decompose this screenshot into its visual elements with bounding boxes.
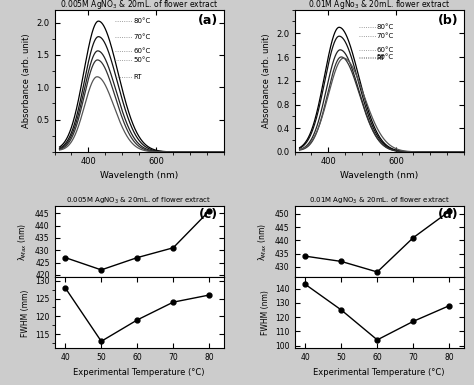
Text: 60°C: 60°C	[377, 47, 394, 53]
Y-axis label: λ$_{Max}$ (nm): λ$_{Max}$ (nm)	[257, 223, 270, 261]
Text: 70°C: 70°C	[133, 34, 151, 40]
Text: 50°C: 50°C	[133, 57, 150, 63]
Text: (b): (b)	[438, 14, 458, 27]
X-axis label: Wavelength (nm): Wavelength (nm)	[340, 171, 418, 181]
Title: 0.005M AgNO$_3$ & 20mL. of flower extract: 0.005M AgNO$_3$ & 20mL. of flower extrac…	[66, 196, 212, 206]
Text: 80°C: 80°C	[377, 24, 394, 30]
X-axis label: Experimental Temperature (°C): Experimental Temperature (°C)	[73, 368, 205, 377]
Text: RT: RT	[377, 55, 385, 61]
Title: 0.01M AgNO$_3$ & 20mL. of flower extract: 0.01M AgNO$_3$ & 20mL. of flower extract	[309, 196, 449, 206]
Y-axis label: Absorbance (arb. unit): Absorbance (arb. unit)	[262, 33, 271, 128]
Y-axis label: λ$_{Max}$ (nm): λ$_{Max}$ (nm)	[17, 223, 29, 261]
X-axis label: Wavelength (nm): Wavelength (nm)	[100, 171, 178, 181]
Y-axis label: FWHM (nm): FWHM (nm)	[261, 290, 270, 335]
Text: (c): (c)	[200, 208, 219, 221]
Text: 70°C: 70°C	[377, 33, 394, 39]
Text: 80°C: 80°C	[133, 18, 151, 24]
Text: 50°C: 50°C	[377, 54, 394, 60]
X-axis label: Experimental Temperature (°C): Experimental Temperature (°C)	[313, 368, 445, 377]
Y-axis label: Absorbance (arb. unit): Absorbance (arb. unit)	[22, 33, 31, 128]
Text: 60°C: 60°C	[133, 48, 151, 54]
Text: (d): (d)	[438, 208, 458, 221]
Text: RT: RT	[133, 74, 142, 80]
Y-axis label: FWHM (mm): FWHM (mm)	[20, 289, 29, 336]
Title: 0.01M AgNo$_3$ & 20mL. flower extract: 0.01M AgNo$_3$ & 20mL. flower extract	[308, 0, 450, 11]
Title: 0.005M AgNO$_3$ & 20mL. of flower extract: 0.005M AgNO$_3$ & 20mL. of flower extrac…	[60, 0, 218, 11]
Text: (a): (a)	[198, 14, 219, 27]
